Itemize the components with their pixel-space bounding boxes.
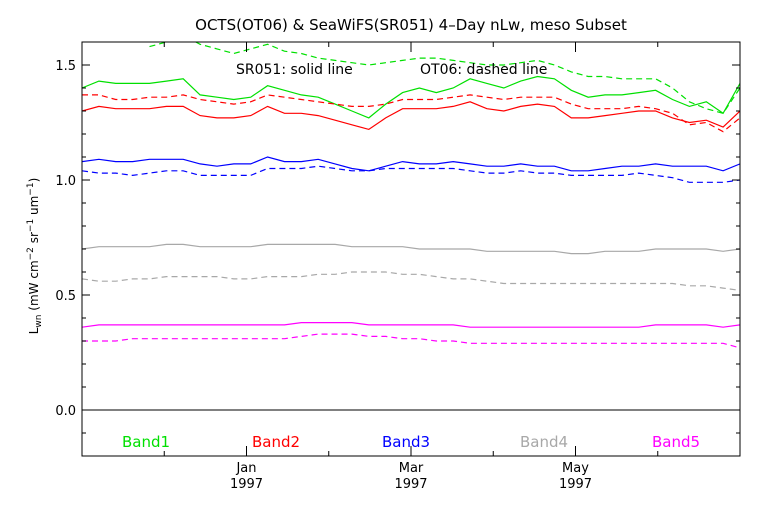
ylabel-rest3: um <box>27 196 41 219</box>
chart-title: OCTS(OT06) & SeaWiFS(SR051) 4–Day nLw, m… <box>195 16 627 34</box>
axes-frame <box>81 41 741 457</box>
series-line-band5-solid <box>82 322 740 328</box>
series-line-band5-dashed <box>82 333 740 349</box>
series-line-band4-dashed <box>82 271 740 291</box>
svg-text:Lwn (mW cm−2 sr−1 um−1): Lwn (mW cm−2 sr−1 um−1) <box>26 178 44 335</box>
y-tick-label: 1.0 <box>55 174 76 189</box>
legend-entry-band5: Band5 <box>652 433 700 451</box>
x-tick-month: Jan <box>235 461 256 476</box>
legend-entry-band4: Band4 <box>520 433 568 451</box>
ylabel-rest2: sr <box>27 232 41 247</box>
plot-area <box>82 42 740 411</box>
x-tick-month: May <box>562 461 589 476</box>
ylabel-sup1: −2 <box>26 247 36 260</box>
legend-entry-band3: Band3 <box>382 433 430 451</box>
legend-entry-band1: Band1 <box>122 433 170 451</box>
ylabel-rest1: (mW cm <box>27 260 41 314</box>
y-tick-label: 0.5 <box>55 289 76 304</box>
y-tick-label: 0.0 <box>55 404 76 419</box>
series-line-band2-dashed <box>82 94 740 133</box>
series-line-band2-solid <box>82 101 740 131</box>
x-tick-month: Mar <box>399 461 424 476</box>
y-tick-label: 1.5 <box>55 59 76 74</box>
ylabel-sub: wn <box>34 315 44 328</box>
ylabel-rest4: ) <box>27 178 41 183</box>
y-axis-label: Lwn (mW cm−2 sr−1 um−1) <box>26 178 44 335</box>
legend: Band1 Band2 Band3 Band4 Band5 <box>122 433 700 451</box>
ylabel-sup3: −1 <box>26 182 36 195</box>
series-line-band3-dashed <box>82 165 740 183</box>
series-line-band3-solid <box>82 156 740 172</box>
series-line-band1-solid <box>82 75 740 119</box>
x-tick-year: 1997 <box>394 477 427 492</box>
x-tick-year: 1997 <box>230 477 263 492</box>
annotation-solid: SR051: solid line <box>236 62 353 78</box>
legend-entry-band2: Band2 <box>252 433 300 451</box>
x-tick-year: 1997 <box>559 477 592 492</box>
annotation-dashed: OT06: dashed line <box>420 62 547 78</box>
ylabel-sup2: −1 <box>26 219 36 232</box>
ylabel-main: L <box>27 327 41 334</box>
series-line-band1-dashed <box>149 42 740 114</box>
series-line-band4-solid <box>82 243 740 255</box>
